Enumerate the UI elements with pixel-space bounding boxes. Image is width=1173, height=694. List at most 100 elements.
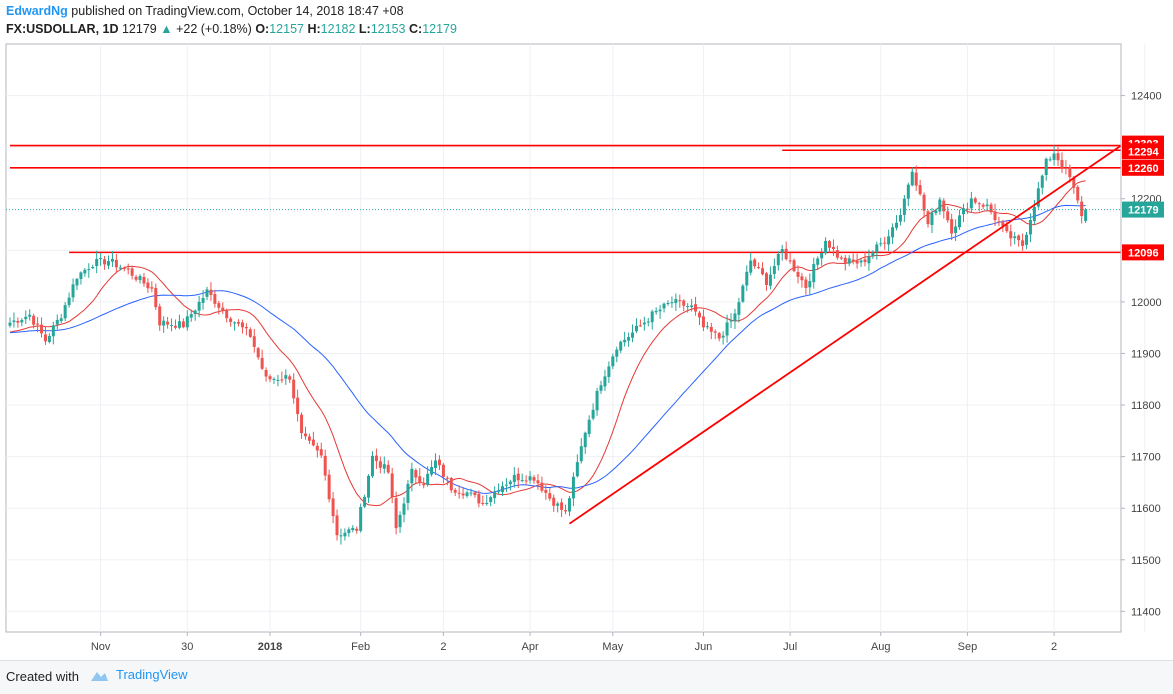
candle-body: [201, 297, 205, 303]
ohlc-line: FX:USDOLLAR, 1D 12179 ▲ +22 (+0.18%) O:1…: [6, 22, 457, 36]
candle-body: [658, 309, 662, 312]
candle-body: [666, 303, 670, 305]
candle-body: [315, 445, 319, 451]
candle-body: [244, 326, 248, 329]
price-label-box: [1122, 143, 1164, 160]
candle-body: [1064, 167, 1068, 169]
candle-body: [284, 375, 288, 379]
candle-body: [87, 269, 91, 271]
candle-body: [757, 267, 761, 269]
publish-line: EdwardNg published on TradingView.com, O…: [6, 4, 404, 18]
trendline[interactable]: [568, 144, 1122, 525]
candle-body: [1025, 234, 1029, 245]
candle-body: [1028, 220, 1032, 235]
candle-body: [520, 480, 524, 482]
candle-body: [410, 468, 414, 484]
candle-body: [741, 285, 745, 302]
candle-body: [256, 348, 260, 358]
horizontal-levels[interactable]: [10, 144, 1121, 254]
candle-body: [252, 336, 256, 347]
candle-body: [1017, 235, 1021, 241]
candle-body: [453, 490, 457, 493]
candle-body: [268, 376, 272, 380]
candle-body: [461, 493, 465, 496]
candle-body: [162, 320, 166, 326]
tradingview-logo-icon: [91, 671, 108, 681]
candle-body: [473, 492, 477, 496]
candle-body: [501, 486, 504, 492]
candle-body: [1040, 175, 1044, 188]
candle-body: [694, 304, 698, 312]
candle-body: [808, 281, 812, 288]
candle-body: [16, 320, 20, 323]
candle-body: [181, 321, 185, 328]
candle-body: [729, 320, 733, 322]
candle-body: [418, 476, 422, 483]
y-axis[interactable]: 1140011500116001170011800119001200012100…: [1120, 44, 1162, 632]
candle-body: [209, 289, 213, 295]
x-tick-label: 30: [181, 641, 193, 653]
candle-body: [1056, 153, 1060, 161]
price-label-box: [1122, 244, 1164, 261]
candle-body: [323, 455, 327, 476]
candle-body: [481, 502, 485, 504]
candle-body: [12, 320, 16, 323]
candle-body: [583, 432, 587, 448]
symbol-label: FX:USDOLLAR, 1D: [6, 22, 119, 36]
candle-body: [930, 212, 934, 226]
candle-body: [185, 316, 189, 328]
candle-body: [654, 310, 658, 313]
candle-body: [950, 219, 954, 234]
candle-body: [126, 268, 130, 270]
y-tick-label: 12000: [1131, 297, 1162, 309]
candle-body: [934, 210, 938, 214]
candle-body: [103, 259, 107, 265]
candle-body: [713, 331, 717, 333]
x-tick-label: Jul: [783, 641, 797, 653]
candle-body: [24, 316, 28, 320]
candle-body: [611, 356, 615, 367]
candle-body: [812, 264, 816, 283]
candle-body: [843, 257, 847, 263]
author-name[interactable]: EdwardNg: [6, 4, 68, 18]
candle-body: [599, 385, 603, 391]
candle-body: [264, 370, 268, 377]
candle-body: [981, 204, 985, 207]
candle-body: [343, 532, 347, 537]
price-chart[interactable]: 1140011500116001170011800119001200012100…: [0, 40, 1173, 660]
candle-body: [1048, 159, 1052, 161]
candle-body: [824, 240, 828, 254]
candle-body: [193, 310, 197, 315]
candle-body: [280, 379, 284, 381]
candle-body: [698, 312, 701, 318]
candle-body: [1060, 160, 1064, 169]
candle-body: [406, 483, 410, 503]
candle-body: [670, 302, 674, 304]
plot-frame: [5, 43, 1122, 633]
candle-body: [63, 305, 67, 319]
candle-body: [867, 256, 871, 264]
candle-body: [197, 301, 201, 311]
candle-body: [835, 250, 839, 258]
candle-body: [985, 204, 989, 207]
y-tick-label: 11500: [1131, 555, 1161, 567]
candle-body: [615, 349, 619, 357]
candle-body: [701, 316, 705, 328]
candle-body: [150, 287, 154, 289]
candle-body: [434, 460, 438, 469]
candle-body: [855, 260, 859, 264]
candle-body: [441, 464, 445, 477]
low-label: L:: [358, 22, 371, 36]
candle-body: [134, 276, 138, 280]
candle-body: [749, 260, 753, 273]
low-value: 12153: [370, 22, 406, 36]
candle-body: [177, 321, 181, 328]
candle-body: [942, 200, 946, 212]
candle-body: [1036, 188, 1040, 207]
x-axis[interactable]: Nov 30 2018 Feb 2 Apr May Jun Jul Aug Sep 2: [91, 632, 1057, 653]
candle-body: [75, 278, 79, 286]
candle-body: [875, 244, 879, 253]
candle-body: [969, 198, 973, 209]
candle-body: [764, 273, 768, 285]
tradingview-link[interactable]: TradingView: [88, 667, 188, 683]
